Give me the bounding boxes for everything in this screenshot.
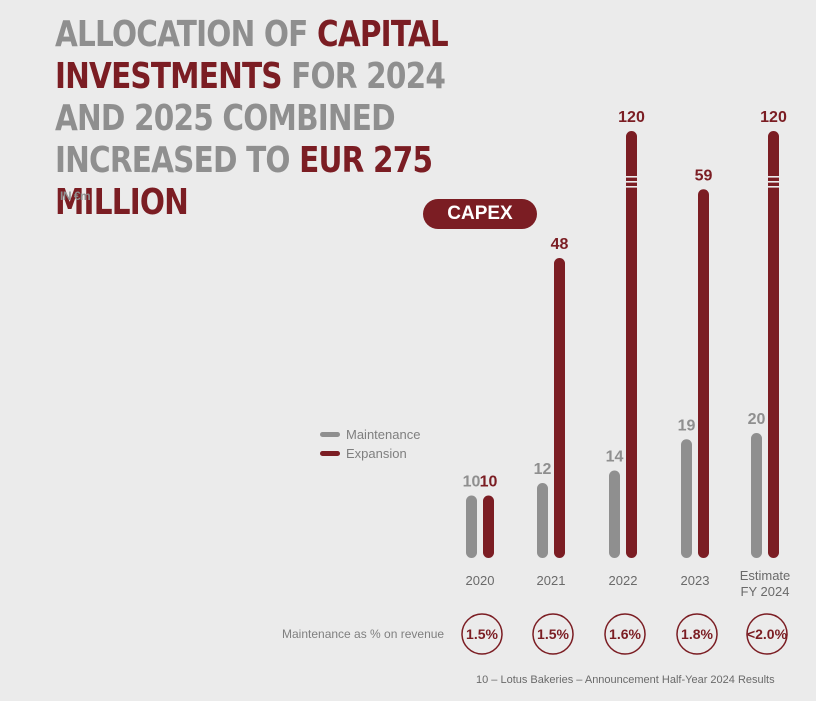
legend-swatch-maintenance xyxy=(320,432,340,437)
x-axis-label: 2021 xyxy=(537,573,566,588)
pct-circle xyxy=(676,613,718,655)
title-part-1: ALLOCATION OF xyxy=(55,14,317,55)
pct-circle xyxy=(746,613,788,655)
expansion-bar xyxy=(554,258,565,558)
title-part-3: FOR 2024 AND 2025 COMBINED INCREASED TO xyxy=(55,56,446,181)
legend-label-maintenance: Maintenance xyxy=(346,427,421,442)
expansion-value-label: 48 xyxy=(551,236,569,253)
axis-break-mark xyxy=(625,181,638,183)
pct-circle xyxy=(461,613,503,655)
x-axis-label: 2023 xyxy=(681,573,710,588)
page-title: ALLOCATION OF CAPITAL INVESTMENTS FOR 20… xyxy=(55,14,465,224)
maintenance-pct-value: 1.6% xyxy=(609,626,641,642)
pct-circle xyxy=(532,613,574,655)
axis-break-mark xyxy=(625,186,638,188)
x-axis-label: FY 2024 xyxy=(741,584,790,599)
maintenance-pct-value: 1.8% xyxy=(681,626,713,642)
legend-item-expansion: Expansion xyxy=(320,444,420,463)
maintenance-value-label: 12 xyxy=(534,461,552,478)
expansion-value-label: 10 xyxy=(480,474,498,491)
expansion-bar xyxy=(698,189,709,558)
maintenance-bar xyxy=(681,439,692,558)
unit-label: IN €m xyxy=(60,189,91,203)
legend-label-expansion: Expansion xyxy=(346,446,407,461)
legend: Maintenance Expansion xyxy=(320,425,420,463)
maintenance-value-label: 19 xyxy=(678,417,696,434)
expansion-bar xyxy=(483,495,494,558)
maintenance-value-label: 10 xyxy=(463,474,481,491)
maintenance-bar xyxy=(609,470,620,558)
x-axis-label: Estimate xyxy=(740,568,791,583)
maintenance-pct-value: <2.0% xyxy=(747,626,788,642)
axis-break-mark xyxy=(625,176,638,178)
axis-break-mark xyxy=(767,176,780,178)
axis-break-mark xyxy=(767,186,780,188)
axis-break-mark xyxy=(767,181,780,183)
maintenance-bar xyxy=(466,495,477,558)
title-highlight-1: CAPITAL INVESTMENTS xyxy=(55,14,449,97)
maintenance-bar xyxy=(751,433,762,558)
maintenance-value-label: 14 xyxy=(606,449,624,466)
maintenance-pct-value: 1.5% xyxy=(466,626,498,642)
expansion-bar xyxy=(626,131,637,558)
x-axis-label: 2020 xyxy=(466,573,495,588)
expansion-value-label: 120 xyxy=(760,109,787,126)
pct-circle xyxy=(604,613,646,655)
x-axis-label: 2022 xyxy=(609,573,638,588)
maintenance-value-label: 20 xyxy=(748,411,766,428)
maintenance-bar xyxy=(537,483,548,558)
maintenance-pct-value: 1.5% xyxy=(537,626,569,642)
capex-badge: CAPEX xyxy=(423,199,537,229)
maintenance-pct-row-label: Maintenance as % on revenue xyxy=(282,627,445,641)
footer-text: 10 – Lotus Bakeries – Announcement Half-… xyxy=(476,674,775,686)
expansion-value-label: 120 xyxy=(618,109,645,126)
legend-item-maintenance: Maintenance xyxy=(320,425,420,444)
expansion-bar xyxy=(768,131,779,558)
expansion-value-label: 59 xyxy=(695,167,713,184)
legend-swatch-expansion xyxy=(320,451,340,456)
title-highlight-2: EUR 275 MILLION xyxy=(55,140,433,223)
